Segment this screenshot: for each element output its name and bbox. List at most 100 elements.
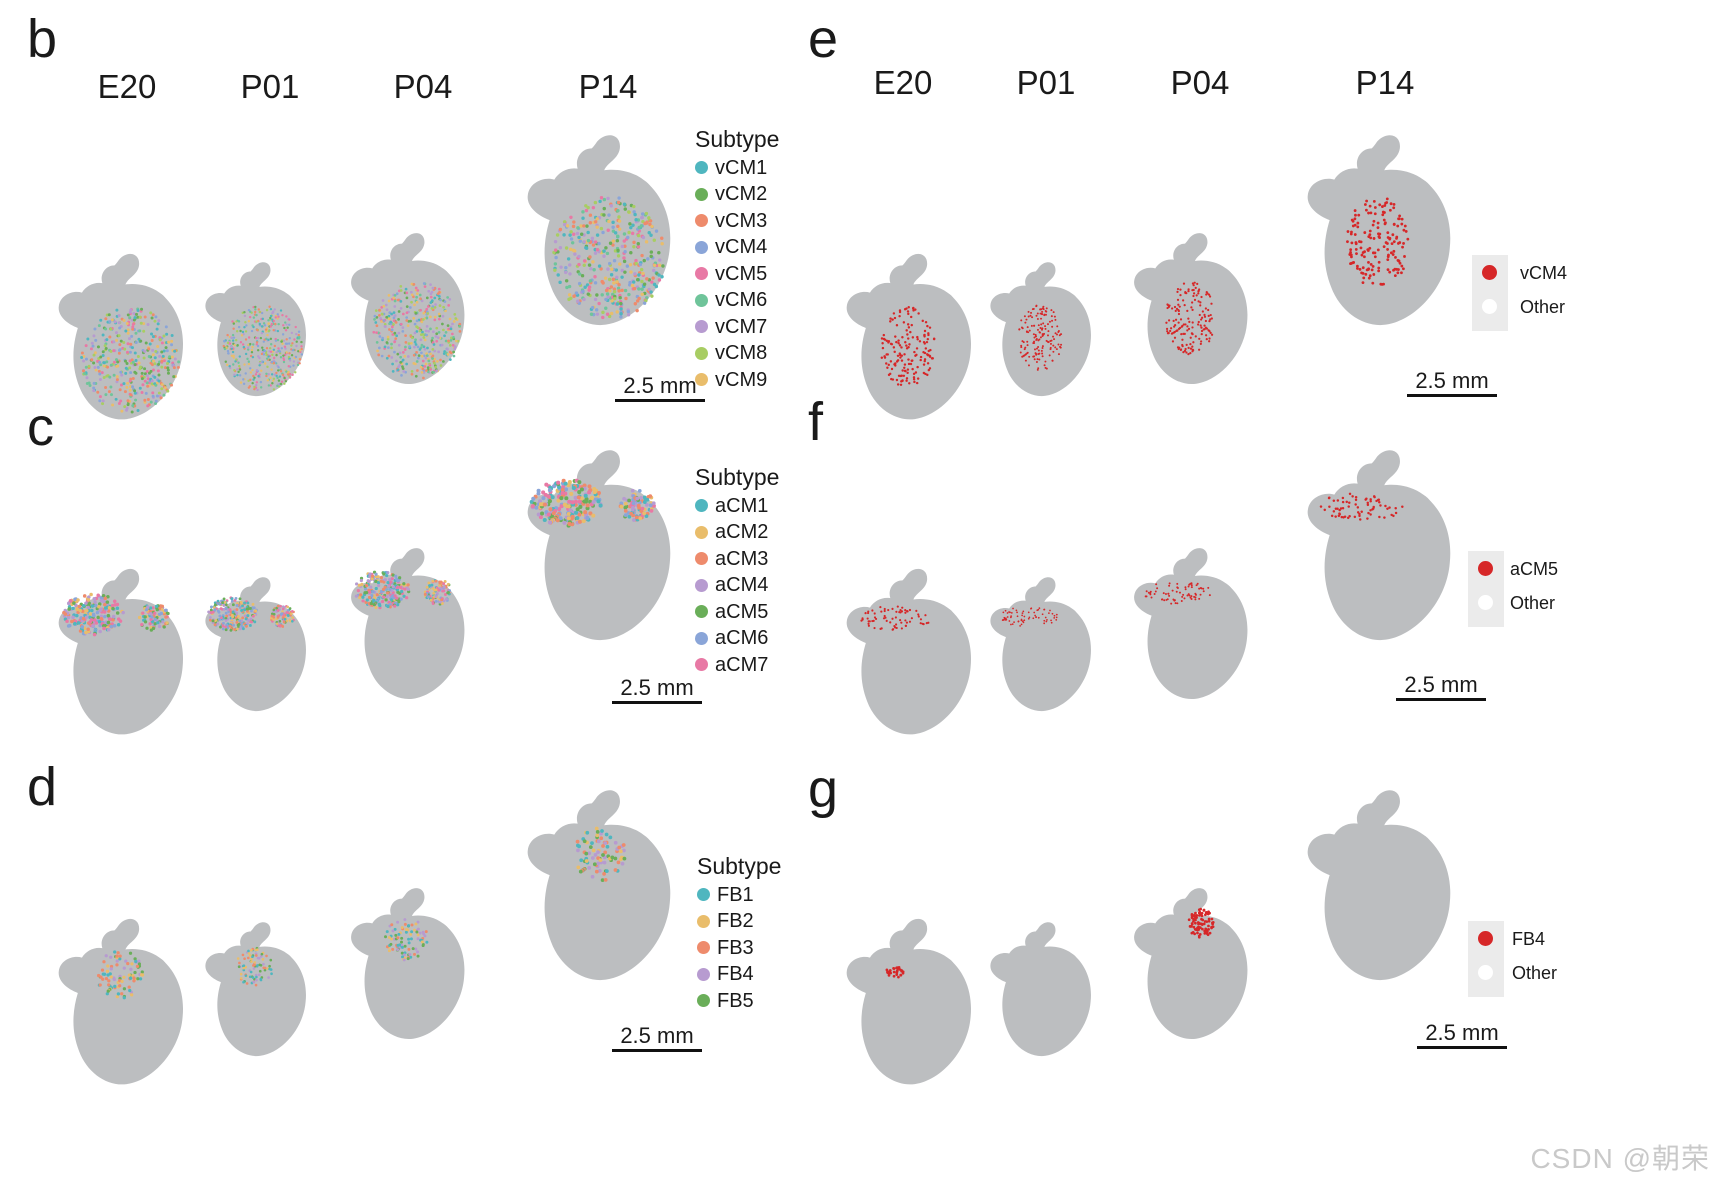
stage-label-p04: P04 (393, 68, 453, 105)
legend-item: aCM5 (695, 599, 779, 626)
legend-dot (697, 967, 710, 981)
legend-label: vCM5 (715, 262, 768, 285)
legend-label: vCM4 (715, 236, 768, 258)
legend-dot (695, 373, 708, 387)
panel-letter-c: c (27, 397, 54, 457)
legend-panel-d: Subtype FB1 FB2 FB3 FB4 FB5 (697, 853, 781, 1014)
legend-item: aCM4 (695, 572, 779, 599)
legend-label: aCM6 (715, 627, 769, 650)
legend-label: aCM7 (715, 653, 769, 676)
stage-label-p01: P01 (1016, 64, 1076, 101)
panel-letter-b: b (27, 9, 58, 69)
heart-section-d-p04 (351, 888, 465, 1040)
legend-label: FB2 (717, 910, 754, 932)
legend-dot (697, 914, 710, 928)
legend-label: FB4 (717, 963, 754, 985)
stage-label-p14: P14 (578, 68, 638, 105)
scale-label: 2.5 mm (620, 1023, 694, 1048)
legend-dot (695, 320, 708, 334)
scale-line (1417, 1046, 1507, 1049)
legend-label: aCM4 (715, 574, 769, 597)
scale-label: 2.5 mm (1404, 672, 1478, 697)
heart-section-c-p14 (527, 450, 671, 641)
scale-line (612, 701, 702, 704)
legend-item: vCM1 (695, 155, 779, 182)
stage-label-p14: P14 (1355, 64, 1415, 101)
legend-item: aCM1 (695, 493, 779, 520)
legend-dot (695, 499, 708, 513)
heart-section-f-p01 (990, 577, 1091, 712)
highlight-label: vCM4 (1520, 263, 1568, 283)
panel-letter-f: f (808, 392, 824, 452)
legend-item: vCM5 (695, 261, 779, 288)
legend-item: vCM2 (695, 181, 779, 208)
legend-title: Subtype (697, 853, 782, 879)
panel-letter-d: d (27, 757, 58, 817)
scale-line (615, 399, 705, 402)
heart-section-e-p14 (1307, 135, 1451, 326)
other-label: Other (1510, 593, 1556, 613)
legend-label: vCM7 (715, 315, 768, 338)
heart-section-c-p04 (351, 548, 465, 700)
heart-section-e-e20 (846, 253, 972, 420)
legend-dot (695, 293, 708, 307)
scale-bar-f: 2.5 mm (1396, 674, 1486, 701)
legend-label: vCM6 (715, 289, 768, 311)
legend-item: aCM6 (695, 625, 779, 652)
legend-dot (697, 888, 710, 902)
legend-dot (695, 187, 708, 201)
legend-dot (695, 525, 708, 539)
legend-item: vCM3 (695, 208, 779, 235)
stage-label-p01: P01 (240, 68, 300, 105)
legend-item: vCM9 (695, 367, 779, 394)
stage-label-e20: E20 (873, 64, 933, 101)
legend-panel-c: Subtype aCM1 aCM2 aCM3 aCM4 aCM5 aCM6 aCM7 (695, 464, 779, 678)
highlight-dot (1482, 265, 1497, 280)
stage-label-p04: P04 (1170, 64, 1230, 101)
legend-label: FB1 (717, 883, 754, 906)
heart-section-d-p01 (205, 922, 306, 1057)
other-dot (1478, 965, 1493, 980)
legend-item: aCM3 (695, 546, 779, 573)
stage-label-e20: E20 (97, 68, 157, 105)
legend-label: vCM2 (715, 183, 768, 205)
heart-section-e-p04 (1134, 233, 1248, 385)
legend-item: vCM4 (695, 234, 779, 261)
legend-item: FB2 (697, 908, 781, 935)
heart-section-e-p01 (990, 262, 1091, 397)
legend-dot (695, 631, 708, 645)
legend-dot (695, 578, 708, 592)
legend-title: Subtype (695, 126, 780, 152)
scale-bar-g: 2.5 mm (1417, 1022, 1507, 1049)
legend-dot (697, 941, 710, 955)
legend-item: vCM8 (695, 340, 779, 367)
legend-label: vCM9 (715, 368, 768, 391)
legend-dot (695, 346, 708, 360)
heart-section-f-e20 (846, 568, 972, 735)
heart-section-d-p14 (527, 790, 671, 981)
legend-dot (695, 658, 708, 672)
heart-section-b-e20 (58, 253, 184, 420)
legend-label: vCM8 (715, 342, 768, 364)
legend-dot (695, 267, 708, 281)
heart-section-f-p04 (1134, 548, 1248, 700)
heart-section-b-p14 (527, 135, 671, 326)
panel-letter-g: g (808, 759, 839, 819)
highlight-dot (1478, 561, 1493, 576)
legend-dot (695, 240, 708, 254)
legend-label: aCM5 (715, 600, 769, 623)
heart-section-b-p04 (351, 233, 465, 385)
scale-label: 2.5 mm (1425, 1020, 1499, 1045)
other-dot (1478, 595, 1493, 610)
panel-letter-e: e (808, 9, 839, 69)
heart-section-g-e20 (846, 918, 972, 1085)
scale-line (1407, 394, 1497, 397)
other-label: Other (1520, 297, 1566, 317)
scale-label: 2.5 mm (1415, 368, 1489, 393)
heart-section-c-p01 (205, 577, 306, 712)
legend-item: vCM7 (695, 314, 779, 341)
scale-label: 2.5 mm (620, 675, 694, 700)
heart-section-d-e20 (58, 918, 184, 1085)
legend-label: vCM1 (715, 156, 768, 179)
